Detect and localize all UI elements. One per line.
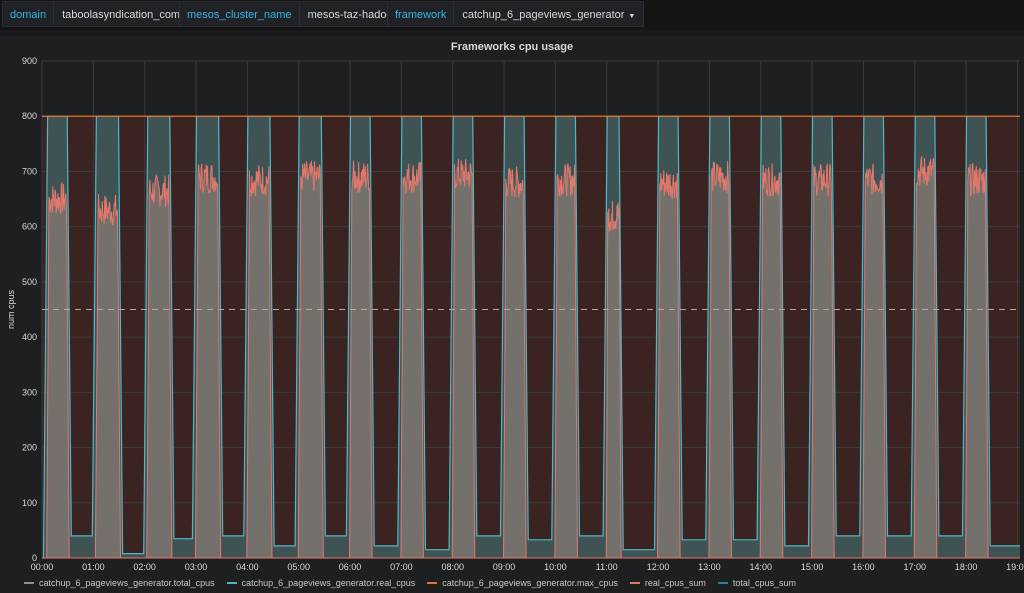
real-cpus-sum-line [706, 161, 733, 559]
y-tick-label: 0 [32, 553, 37, 563]
legend-label: real_cpus_sum [644, 578, 706, 588]
x-tick-label: 02:00 [133, 562, 156, 572]
real-cpus-area [860, 163, 887, 558]
x-tick-label: 15:00 [801, 562, 824, 572]
real-cpus-area [552, 163, 579, 559]
real-cpus-area [398, 162, 425, 558]
real-cpus-sum-line [809, 163, 836, 559]
y-axis-label: num cpus [6, 289, 16, 329]
real-cpus-sum-line [347, 160, 374, 559]
x-tick-label: 01:00 [82, 562, 105, 572]
x-tick-label: 14:00 [749, 562, 772, 572]
x-tick-label: 03:00 [185, 562, 208, 572]
real-cpus-sum-line [144, 173, 173, 559]
x-tick-label: 11:00 [596, 562, 618, 572]
real-cpus-area [963, 163, 990, 558]
y-tick-label: 100 [22, 498, 37, 508]
real-cpus-sum-line [296, 160, 325, 559]
x-tick-label: 13:00 [698, 562, 721, 572]
real-cpus-sum-line [501, 166, 528, 559]
legend-item[interactable]: catchup_6_pageviews_generator.real_cpus [226, 576, 416, 590]
variable-label: framework [387, 1, 455, 27]
template-variables-bar: domain taboolasyndication_com ▼ mesos_clu… [0, 0, 1024, 30]
legend-swatch [24, 582, 34, 584]
x-tick-label: 10:00 [544, 562, 567, 572]
legend-label: total_cpus_sum [732, 578, 796, 588]
legend-swatch [226, 582, 237, 584]
real-cpus-sum-line [398, 161, 425, 559]
variable-value: taboolasyndication_com [62, 9, 181, 21]
y-tick-label: 200 [22, 443, 37, 453]
panel-title[interactable]: Frameworks cpu usage [450, 41, 574, 53]
real-cpus-sum-line [193, 163, 222, 559]
x-tick-label: 07:00 [390, 562, 413, 572]
real-cpus-area [809, 163, 836, 558]
legend-item[interactable]: catchup_6_pageviews_generator.max_cpus [427, 576, 618, 590]
real-cpus-area [501, 166, 528, 558]
x-tick-label: 05:00 [287, 562, 310, 572]
real-cpus-area [193, 163, 222, 559]
y-tick-label: 300 [22, 387, 37, 397]
real-cpus-sum-line [44, 181, 71, 559]
variable-framework[interactable]: framework catchup_6_pageviews_generator ▼ [387, 1, 645, 27]
variable-label: mesos_cluster_name [179, 1, 300, 27]
variable-dropdown[interactable]: catchup_6_pageviews_generator ▼ [454, 1, 645, 27]
legend-swatch [629, 582, 640, 584]
x-tick-label: 18:00 [955, 562, 978, 572]
real-cpus-area [912, 156, 938, 558]
real-cpus-sum-line [963, 162, 990, 559]
x-tick-label: 12:00 [647, 562, 670, 572]
x-tick-label: 06:00 [339, 562, 362, 572]
real-cpus-sum-line [244, 165, 273, 559]
real-cpus-sum-line [552, 163, 579, 559]
real-cpus-area [144, 174, 173, 558]
y-tick-label: 900 [22, 56, 37, 66]
x-tick-label: 19:00 [1006, 562, 1024, 572]
real-cpus-area [604, 200, 623, 558]
x-tick-label: 04:00 [236, 562, 259, 572]
legend-item[interactable]: real_cpus_sum [629, 576, 706, 590]
real-cpus-sum-line [655, 170, 682, 559]
real-cpus-sum-line [604, 200, 623, 559]
real-cpus-area [244, 165, 273, 558]
real-cpus-area [706, 161, 733, 558]
x-tick-label: 08:00 [441, 562, 464, 572]
real-cpus-area [93, 194, 122, 558]
legend-item[interactable]: catchup_6_pageviews_generator.total_cpus [24, 576, 215, 590]
variable-label: domain [2, 1, 55, 27]
legend-swatch [427, 582, 438, 584]
variable-value: mesos-taz-hadoop [307, 9, 399, 21]
real-cpus-area [450, 158, 476, 559]
caret-down-icon: ▼ [628, 13, 636, 20]
legend-item[interactable]: total_cpus_sum [717, 576, 796, 590]
y-tick-label: 800 [22, 111, 37, 121]
real-cpus-sum-line [860, 163, 887, 559]
legend-label: catchup_6_pageviews_generator.total_cpus [39, 578, 215, 588]
legend-swatch [717, 582, 728, 584]
real-cpus-area [347, 160, 374, 558]
real-cpus-area [655, 170, 682, 558]
x-tick-label: 17:00 [903, 562, 926, 572]
y-tick-label: 700 [22, 166, 37, 176]
real-cpus-area [758, 163, 784, 558]
real-cpus-sum-line [450, 158, 476, 559]
real-cpus-sum-line [912, 156, 938, 559]
x-tick-label: 09:00 [493, 562, 516, 572]
real-cpus-area [296, 160, 325, 558]
variable-value: catchup_6_pageviews_generator [462, 9, 625, 21]
real-cpus-area [44, 183, 71, 558]
y-tick-label: 400 [22, 332, 37, 342]
y-tick-label: 500 [22, 277, 37, 287]
legend-label: catchup_6_pageviews_generator.max_cpus [442, 578, 618, 588]
legend: catchup_6_pageviews_generator.total_cpus… [24, 576, 796, 590]
x-tick-label: 16:00 [852, 562, 875, 572]
y-tick-label: 600 [22, 222, 37, 232]
real-cpus-sum-line [93, 193, 122, 559]
x-tick-label: 00:00 [31, 562, 54, 572]
legend-label: catchup_6_pageviews_generator.real_cpus [241, 578, 416, 588]
real-cpus-sum-line [758, 163, 784, 559]
